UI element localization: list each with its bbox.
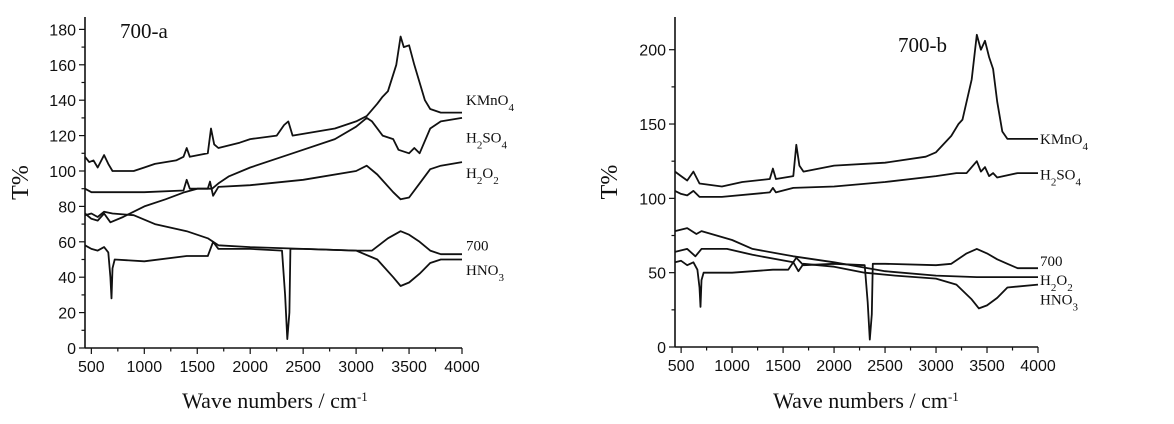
series-line-H2O2	[674, 227, 1038, 278]
x-tick-label: 1500	[765, 358, 801, 375]
y-tick-label: 140	[49, 93, 76, 110]
x-tick-label: 500	[78, 359, 105, 376]
series-label-KMnO4: KMnO4	[466, 93, 515, 114]
x-tick-label: 500	[668, 358, 695, 375]
x-tick-label: 3000	[338, 359, 374, 376]
series-label-700: 700	[466, 238, 489, 254]
y-tick-label: 180	[49, 22, 76, 39]
series-line-H2SO4	[84, 117, 463, 224]
y-tick-label: 150	[639, 117, 666, 134]
x-tick-label: 2000	[816, 358, 852, 375]
x-tick-label: 2000	[232, 359, 268, 376]
x-tick-label: 2500	[285, 359, 321, 376]
chart-panel-700-a: 500 1000 1500 2000 2500 3000 3500 4000 0 20 40 60 80…	[8, 17, 515, 413]
y-tick-label: 0	[67, 341, 76, 358]
y-tick-label: 40	[58, 270, 76, 287]
x-tick-label: 1000	[714, 358, 750, 375]
y-tick-label: 60	[58, 235, 76, 252]
y-axis-label: T%	[597, 165, 623, 200]
x-tick-label: 3000	[918, 358, 954, 375]
series-label-H2O2: H2O2	[466, 166, 499, 187]
y-tick-label: 20	[58, 306, 76, 323]
series-line-KMnO4	[84, 35, 462, 172]
series-label-KMnO4: KMnO4	[1040, 132, 1089, 153]
series-label-700: 700	[1040, 254, 1063, 270]
series-line-HNO3	[84, 240, 462, 340]
series-line-KMnO4	[674, 33, 1038, 188]
series-line-H2O2	[84, 161, 463, 201]
y-axis-label: T%	[8, 165, 34, 200]
y-tick-label: 80	[58, 199, 76, 216]
y-tick-label: 100	[49, 164, 76, 181]
series-label-HNO3: HNO3	[466, 263, 505, 284]
x-tick-label: 2500	[867, 358, 903, 375]
y-tick-label: 120	[49, 129, 76, 146]
series-line-HNO3	[674, 248, 1039, 310]
panel-title: 700-b	[898, 33, 947, 57]
x-axis-label: Wave numbers / cm-1	[773, 388, 959, 413]
x-tick-label: 3500	[391, 359, 427, 376]
x-tick-label: 1500	[179, 359, 215, 376]
series-line-H2SO4	[674, 160, 1038, 198]
series-label-H2O2: H2O2	[1040, 273, 1073, 294]
y-tick-label: 160	[49, 58, 76, 75]
y-tick-label: 100	[639, 191, 666, 208]
x-tick-label: 1000	[127, 359, 163, 376]
y-tick-label: 50	[648, 266, 666, 283]
x-axis-label: Wave numbers / cm-1	[182, 388, 368, 413]
series-label-H2SO4: H2SO4	[466, 130, 508, 151]
panel-title: 700-a	[120, 19, 168, 43]
x-tick-label: 4000	[444, 359, 480, 376]
series-label-H2SO4: H2SO4	[1040, 168, 1082, 189]
x-tick-label: 3500	[969, 358, 1005, 375]
y-tick-label: 200	[639, 43, 666, 60]
series-line-700	[674, 248, 1038, 341]
x-tick-label: 4000	[1020, 358, 1056, 375]
y-tick-label: 0	[657, 340, 666, 357]
series-label-HNO3: HNO3	[1040, 292, 1079, 313]
series-line-700	[84, 210, 462, 256]
chart-panel-700-b: 500 1000 1500 2000 2500 3000 3500 4000 0 50 100 150…	[597, 17, 1089, 413]
